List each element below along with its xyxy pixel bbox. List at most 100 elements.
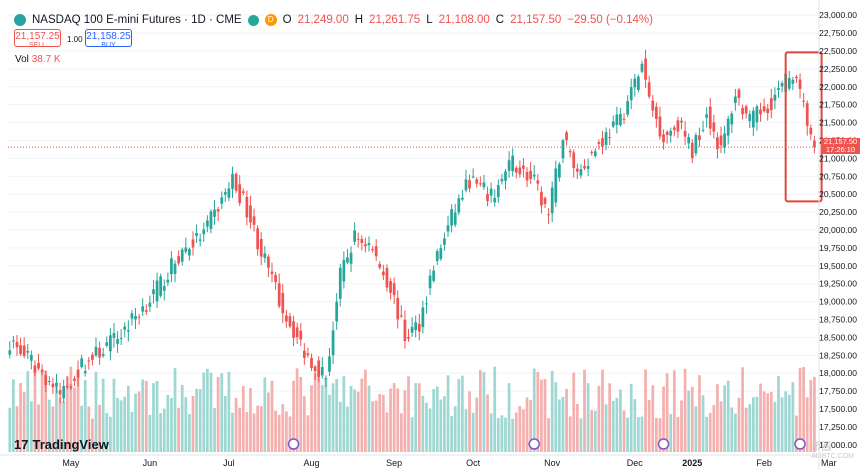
highlight-rectangle	[784, 51, 823, 203]
volume-bar	[216, 376, 220, 452]
candle-body	[813, 140, 816, 148]
candle-body	[51, 383, 55, 388]
volume-bar	[338, 401, 342, 452]
candle-body	[396, 298, 400, 320]
candle-body	[356, 238, 360, 240]
price-tick-label: 21,750.00	[819, 100, 857, 110]
volume-label: Vol	[15, 54, 29, 65]
volume-bar	[324, 379, 328, 452]
volume-bar	[676, 416, 680, 452]
candle-body	[105, 342, 109, 346]
event-marker-icon[interactable]	[657, 438, 670, 450]
volume-bar	[421, 395, 425, 452]
volume-bar	[428, 408, 432, 452]
candle-body	[586, 166, 590, 169]
event-marker-icon[interactable]	[287, 438, 300, 450]
volume-bar	[256, 405, 260, 452]
volume-bar	[766, 393, 770, 452]
sell-button[interactable]: 21,157.25 SELL	[14, 29, 61, 49]
volume-bar	[220, 373, 224, 452]
candle-body	[223, 192, 227, 195]
candle-body	[504, 171, 507, 181]
volume-bar	[662, 386, 665, 452]
buy-button[interactable]: 21,158.25 BUY	[85, 29, 132, 49]
candle-body	[245, 196, 249, 218]
candle-body	[123, 326, 127, 330]
volume-bar	[33, 369, 37, 452]
price-tick-label: 20,500.00	[819, 189, 857, 199]
volume-bar	[554, 382, 558, 452]
volume-bar	[241, 386, 245, 452]
volume-bar	[105, 412, 109, 452]
candle-body	[98, 347, 101, 358]
candle-body	[249, 205, 252, 223]
instrument-title[interactable]: NASDAQ 100 E-mini Futures · 1D · CME	[32, 14, 242, 26]
candle-body	[787, 78, 791, 89]
candle-body	[33, 365, 37, 373]
watermark-name: 币圈	[811, 442, 832, 453]
candle-body	[360, 238, 364, 243]
candle-body	[15, 341, 19, 348]
volume-bar	[353, 389, 356, 452]
volume-bar	[173, 367, 177, 452]
volume-bar	[669, 413, 673, 452]
volume-bar	[205, 368, 209, 452]
volume-bar	[608, 383, 612, 452]
candle-body	[496, 185, 500, 198]
candles[interactable]	[8, 49, 816, 404]
event-markers[interactable]	[287, 438, 806, 450]
candle-body	[809, 127, 813, 135]
volume-bar	[489, 413, 493, 452]
volume-bar	[83, 380, 87, 452]
candle-body	[507, 160, 511, 171]
candle-body	[572, 152, 576, 168]
buy-price: 21,158.25	[86, 31, 131, 42]
event-marker-icon[interactable]	[528, 438, 540, 450]
candle-body	[443, 238, 446, 245]
high-label: H	[354, 14, 364, 26]
volume-bar	[249, 388, 252, 452]
volume-bar	[356, 391, 360, 452]
volume-bar	[407, 376, 410, 452]
volume-bar	[809, 379, 813, 452]
price-tick-label: 19,000.00	[819, 297, 857, 307]
candle-body	[410, 326, 414, 333]
event-marker-icon[interactable]	[794, 438, 806, 450]
candle-body	[144, 310, 148, 312]
tradingview-name: TradingView	[32, 437, 109, 452]
candle-body	[676, 120, 680, 132]
candle-body	[389, 281, 392, 293]
volume-bar	[342, 376, 346, 452]
volume-bar	[450, 415, 453, 452]
volume-bar	[188, 413, 191, 452]
tradingview-mark-icon: 17	[14, 437, 29, 452]
volume-bar	[58, 398, 62, 452]
high-value: 21,261.75	[369, 14, 421, 26]
candle-body	[475, 179, 479, 184]
volume-bar	[730, 407, 734, 452]
price-tick-label: 20,750.00	[819, 171, 857, 181]
volume-bar	[177, 407, 180, 452]
candle-body	[26, 351, 30, 353]
candle-body	[349, 252, 353, 264]
tradingview-logo[interactable]: 17 TradingView	[14, 437, 109, 452]
candle-body	[726, 118, 730, 136]
candle-body	[94, 346, 98, 356]
candle-body	[759, 109, 762, 115]
volume-bar	[633, 399, 637, 452]
candle-body	[662, 134, 665, 143]
candle-body	[690, 142, 694, 159]
volume-bar	[680, 400, 683, 452]
candle-body	[152, 289, 155, 295]
chart-header: NASDAQ 100 E-mini Futures · 1D · CME D O…	[14, 14, 653, 26]
candle-body	[205, 220, 209, 227]
candle-body	[640, 63, 644, 72]
volume-bar	[787, 394, 791, 452]
candle-body	[234, 173, 238, 191]
candle-body	[421, 307, 425, 328]
candle-body	[601, 138, 604, 147]
candle-body	[414, 322, 418, 331]
volume-bar	[417, 383, 421, 452]
candle-body	[313, 366, 317, 372]
